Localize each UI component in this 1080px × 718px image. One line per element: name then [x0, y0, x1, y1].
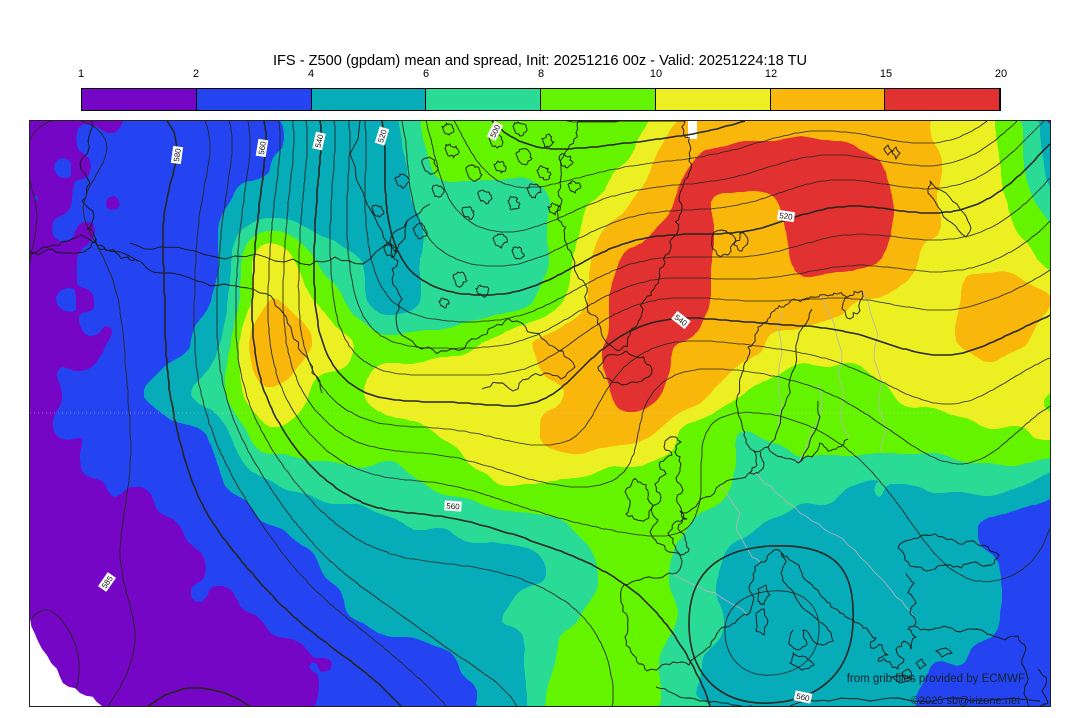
svg-text:580: 580 [172, 147, 183, 162]
svg-text:560: 560 [795, 692, 810, 704]
svg-text:560: 560 [446, 502, 460, 512]
svg-text:520: 520 [376, 128, 389, 144]
svg-text:©2025 sb@irizone.net: ©2025 sb@irizone.net [911, 695, 1020, 706]
svg-text:560: 560 [257, 140, 268, 155]
svg-text:540: 540 [314, 133, 326, 149]
svg-text:520: 520 [779, 211, 794, 222]
svg-text:from grib files provided by EC: from grib files provided by ECMWF [847, 673, 1025, 685]
